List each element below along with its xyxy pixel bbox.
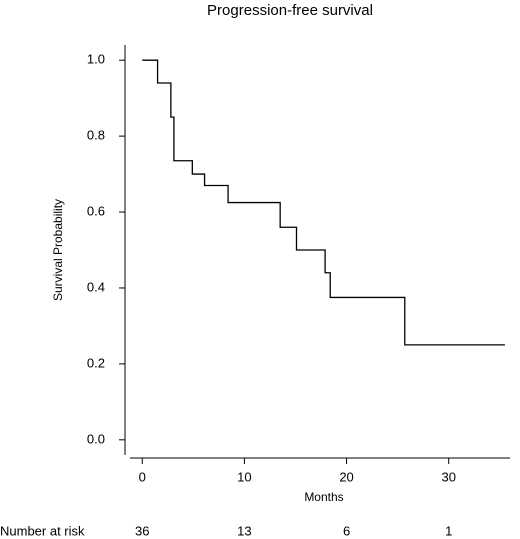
x-tick-label: 30 [441,469,455,484]
y-tick-label: 0.0 [87,431,105,446]
y-tick-label: 1.0 [87,52,105,67]
y-tick-label: 0.6 [87,203,105,218]
risk-count: 13 [237,523,251,538]
x-axis-label: Months [304,490,343,504]
y-tick-label: 0.8 [87,128,105,143]
x-tick-label: 20 [339,469,353,484]
x-tick-label: 0 [139,469,146,484]
y-tick-label: 0.4 [87,279,105,294]
risk-count: 1 [445,523,452,538]
risk-count: 36 [135,523,149,538]
risk-count: 6 [343,523,350,538]
y-tick-label: 0.2 [87,355,105,370]
risk-table-label: Number at risk [0,523,85,538]
x-tick-label: 10 [237,469,251,484]
survival-curve [142,59,505,346]
chart-title: Progression-free survival [207,2,373,19]
y-axis-label: Survival Probability [51,199,65,301]
